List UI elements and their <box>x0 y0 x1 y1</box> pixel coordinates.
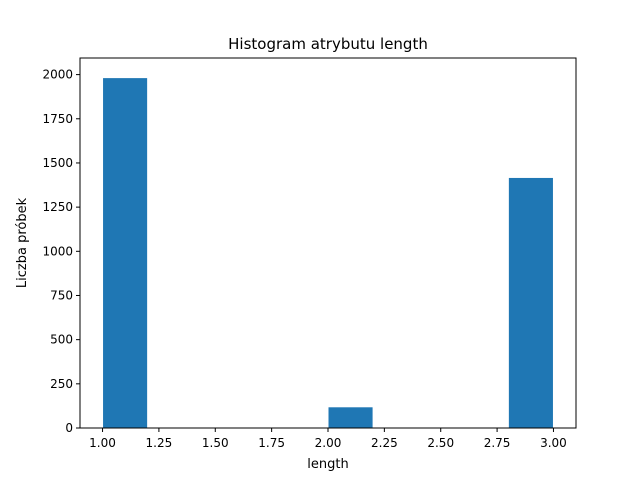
y-axis: 0 250 500 750 1000 1250 1500 1750 2000 <box>42 68 80 435</box>
x-tick-label: 2.25 <box>371 436 398 450</box>
x-tick-label: 3.00 <box>540 436 567 450</box>
plot-frame <box>79 57 577 429</box>
y-axis-label: Liczba próbek <box>15 197 30 288</box>
y-tick-label: 1750 <box>42 112 73 126</box>
y-tick-label: 2000 <box>42 68 73 82</box>
y-tick-label: 500 <box>50 333 73 347</box>
y-tick-label: 250 <box>50 377 73 391</box>
y-tick-label: 0 <box>65 421 73 435</box>
histogram-bar-1 <box>327 406 374 429</box>
x-tick-label: 2.00 <box>315 436 342 450</box>
x-tick-label: 2.50 <box>427 436 454 450</box>
x-tick-label: 1.00 <box>89 436 116 450</box>
x-tick-label: 1.25 <box>146 436 173 450</box>
x-axis-label: length <box>307 457 348 472</box>
y-tick-label: 1250 <box>42 200 73 214</box>
y-tick-label: 750 <box>50 288 73 302</box>
y-tick-label: 1000 <box>42 244 73 258</box>
histogram-bar-2 <box>507 176 554 429</box>
y-tick-label: 1500 <box>42 156 73 170</box>
x-tick-label: 1.50 <box>202 436 229 450</box>
histogram-bar-0 <box>102 77 149 429</box>
chart-title: Histogram atrybutu length <box>228 35 428 53</box>
x-tick-label: 2.75 <box>484 436 511 450</box>
x-tick-label: 1.75 <box>258 436 285 450</box>
x-axis: 1.00 1.25 1.50 1.75 2.00 2.25 2.50 2.75 3.00 <box>89 428 567 450</box>
bars-group <box>102 77 554 429</box>
